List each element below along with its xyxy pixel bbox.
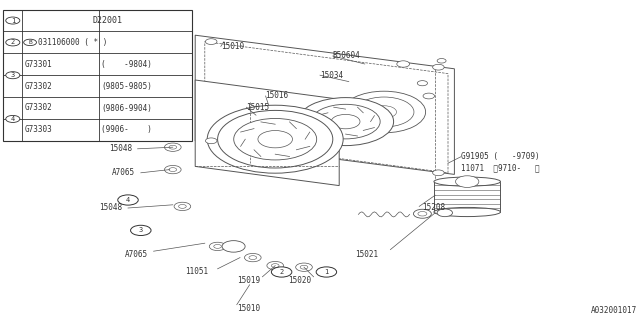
Circle shape <box>437 59 446 63</box>
Text: (    -9804): ( -9804) <box>101 60 152 69</box>
Circle shape <box>174 202 191 211</box>
Circle shape <box>207 105 343 173</box>
Text: 15048: 15048 <box>109 144 132 153</box>
Text: G73302: G73302 <box>24 103 52 113</box>
Circle shape <box>433 64 444 70</box>
Text: G91905 (   -9709): G91905 ( -9709) <box>461 152 540 161</box>
Circle shape <box>131 225 151 236</box>
Circle shape <box>456 176 479 188</box>
Circle shape <box>222 241 245 252</box>
Circle shape <box>413 209 431 218</box>
Text: (9805-9805): (9805-9805) <box>101 82 152 91</box>
Text: 2: 2 <box>280 269 284 275</box>
Circle shape <box>423 93 435 99</box>
Circle shape <box>24 39 36 46</box>
Text: 15048: 15048 <box>99 204 122 212</box>
Circle shape <box>234 118 317 160</box>
Text: (9906-    ): (9906- ) <box>101 125 152 134</box>
Circle shape <box>267 261 284 270</box>
Circle shape <box>437 209 452 217</box>
Circle shape <box>417 81 428 86</box>
Circle shape <box>271 267 292 277</box>
Circle shape <box>6 72 20 79</box>
Text: 15019: 15019 <box>237 276 260 285</box>
Text: 15016: 15016 <box>266 92 289 100</box>
Circle shape <box>164 143 181 151</box>
Polygon shape <box>195 35 454 174</box>
FancyBboxPatch shape <box>434 181 500 212</box>
Circle shape <box>214 244 221 248</box>
Text: 15020: 15020 <box>288 276 311 285</box>
Circle shape <box>118 195 138 205</box>
Circle shape <box>311 104 380 139</box>
Text: 15015: 15015 <box>246 103 269 112</box>
Text: 3: 3 <box>11 72 15 78</box>
Circle shape <box>6 116 20 123</box>
Circle shape <box>244 253 261 262</box>
Circle shape <box>418 212 427 216</box>
Circle shape <box>332 114 360 129</box>
Text: A7065: A7065 <box>125 250 148 259</box>
Circle shape <box>298 98 394 146</box>
Text: G73302: G73302 <box>24 82 52 91</box>
Text: 031106000 ( * ): 031106000 ( * ) <box>38 38 108 47</box>
Text: 15010: 15010 <box>237 304 260 313</box>
Circle shape <box>316 267 337 277</box>
Text: (9806-9904): (9806-9904) <box>101 103 152 113</box>
Circle shape <box>169 145 177 149</box>
Polygon shape <box>195 80 339 186</box>
Circle shape <box>205 39 217 44</box>
Circle shape <box>300 265 308 269</box>
Text: 15010: 15010 <box>221 42 244 51</box>
Text: 4: 4 <box>11 116 15 122</box>
Text: 4: 4 <box>126 197 130 203</box>
Circle shape <box>296 263 312 271</box>
Text: B50604: B50604 <box>333 52 360 60</box>
Text: G73303: G73303 <box>24 125 52 134</box>
Circle shape <box>209 242 226 251</box>
Text: 11071  （9710-   ）: 11071 （9710- ） <box>461 164 540 172</box>
FancyBboxPatch shape <box>3 10 192 141</box>
Ellipse shape <box>434 177 500 186</box>
Circle shape <box>371 106 397 118</box>
Circle shape <box>271 264 279 268</box>
Circle shape <box>342 91 426 133</box>
Text: 1: 1 <box>324 269 328 275</box>
Text: B: B <box>28 40 32 45</box>
Circle shape <box>218 110 333 168</box>
Circle shape <box>6 39 20 46</box>
Circle shape <box>6 17 20 24</box>
Circle shape <box>169 168 177 172</box>
Text: D22001: D22001 <box>92 16 122 25</box>
Ellipse shape <box>434 207 500 217</box>
Text: G73301: G73301 <box>24 60 52 69</box>
Text: A032001017: A032001017 <box>591 306 637 315</box>
Text: 1: 1 <box>11 18 15 24</box>
Text: 3: 3 <box>139 228 143 233</box>
Text: 2: 2 <box>11 39 15 45</box>
Text: 11051: 11051 <box>186 268 209 276</box>
Circle shape <box>433 170 444 176</box>
Circle shape <box>179 204 186 208</box>
Circle shape <box>354 97 414 127</box>
Circle shape <box>258 131 292 148</box>
Circle shape <box>205 138 217 144</box>
Text: 15034: 15034 <box>320 71 343 80</box>
Circle shape <box>249 256 257 260</box>
Text: 15208: 15208 <box>422 204 445 212</box>
Text: A7065: A7065 <box>112 168 135 177</box>
Text: 15021: 15021 <box>355 250 378 259</box>
Circle shape <box>164 165 181 174</box>
Circle shape <box>397 61 410 67</box>
